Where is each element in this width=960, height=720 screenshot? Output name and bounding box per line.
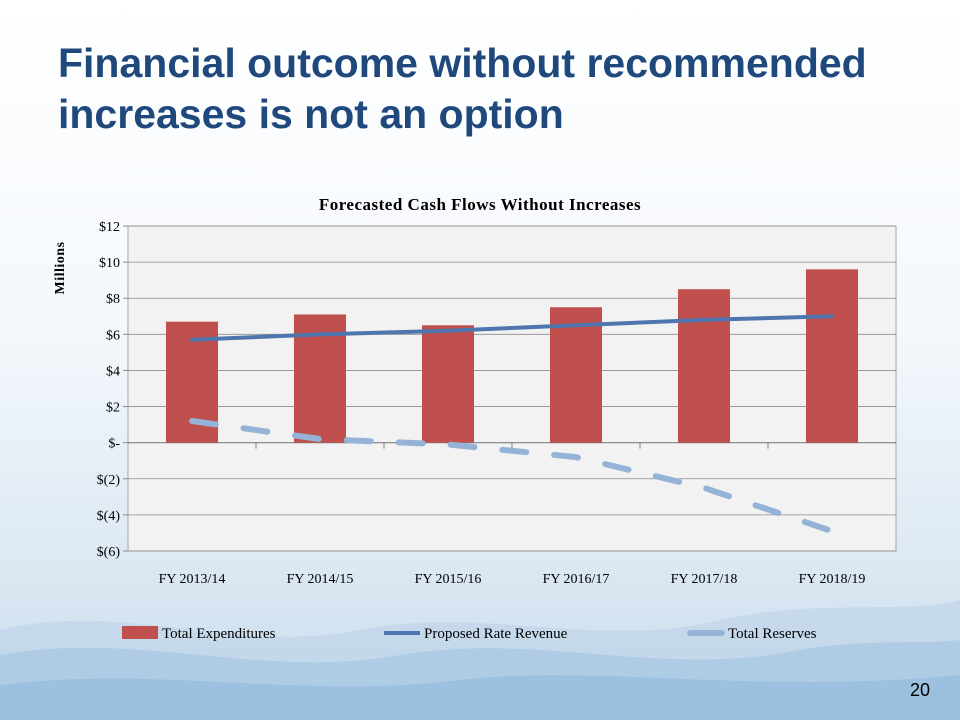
bar-total-expenditures: [678, 289, 730, 443]
slide-number: 20: [909, 680, 930, 700]
y-tick-label: $8: [106, 292, 120, 307]
y-tick-label: $6: [106, 328, 120, 343]
chart-title: Forecasted Cash Flows Without Increases: [319, 195, 641, 214]
y-tick-label: $-: [108, 437, 120, 452]
x-tick-label: FY 2016/17: [543, 572, 610, 587]
slide-title-line-1: Financial outcome without recommended: [58, 40, 867, 86]
y-tick-label: $4: [106, 364, 120, 379]
y-tick-label: $(4): [97, 509, 121, 524]
slide-title: Financial outcome without recommended in…: [58, 38, 918, 140]
bar-total-expenditures: [422, 325, 474, 443]
legend-label: Total Expenditures: [162, 626, 276, 642]
x-tick-label: FY 2013/14: [159, 572, 226, 587]
y-axis-label: Millions: [53, 241, 68, 294]
plot-area: [127, 225, 897, 552]
slide-title-line-2: increases is not an option: [58, 91, 564, 137]
legend-label: Proposed Rate Revenue: [424, 626, 568, 642]
x-tick-label: FY 2018/19: [799, 572, 866, 587]
x-tick-label: FY 2015/16: [415, 572, 482, 587]
x-tick-label: FY 2014/15: [287, 572, 354, 587]
x-tick-label: FY 2017/18: [671, 572, 738, 587]
bar-total-expenditures: [550, 307, 602, 443]
line-proposed-rate-revenue: [190, 314, 834, 342]
y-tick-label: $(6): [97, 545, 121, 560]
y-tick-label: $(2): [97, 473, 121, 488]
y-tick-label: $12: [99, 220, 120, 235]
line-total-reserves: [189, 418, 835, 535]
bar-total-expenditures: [806, 269, 858, 443]
y-tick-label: $2: [106, 401, 120, 416]
y-tick-label: $10: [99, 256, 120, 271]
legend-swatch-total-expenditures: [122, 626, 158, 639]
legend-label: Total Reserves: [728, 626, 817, 642]
